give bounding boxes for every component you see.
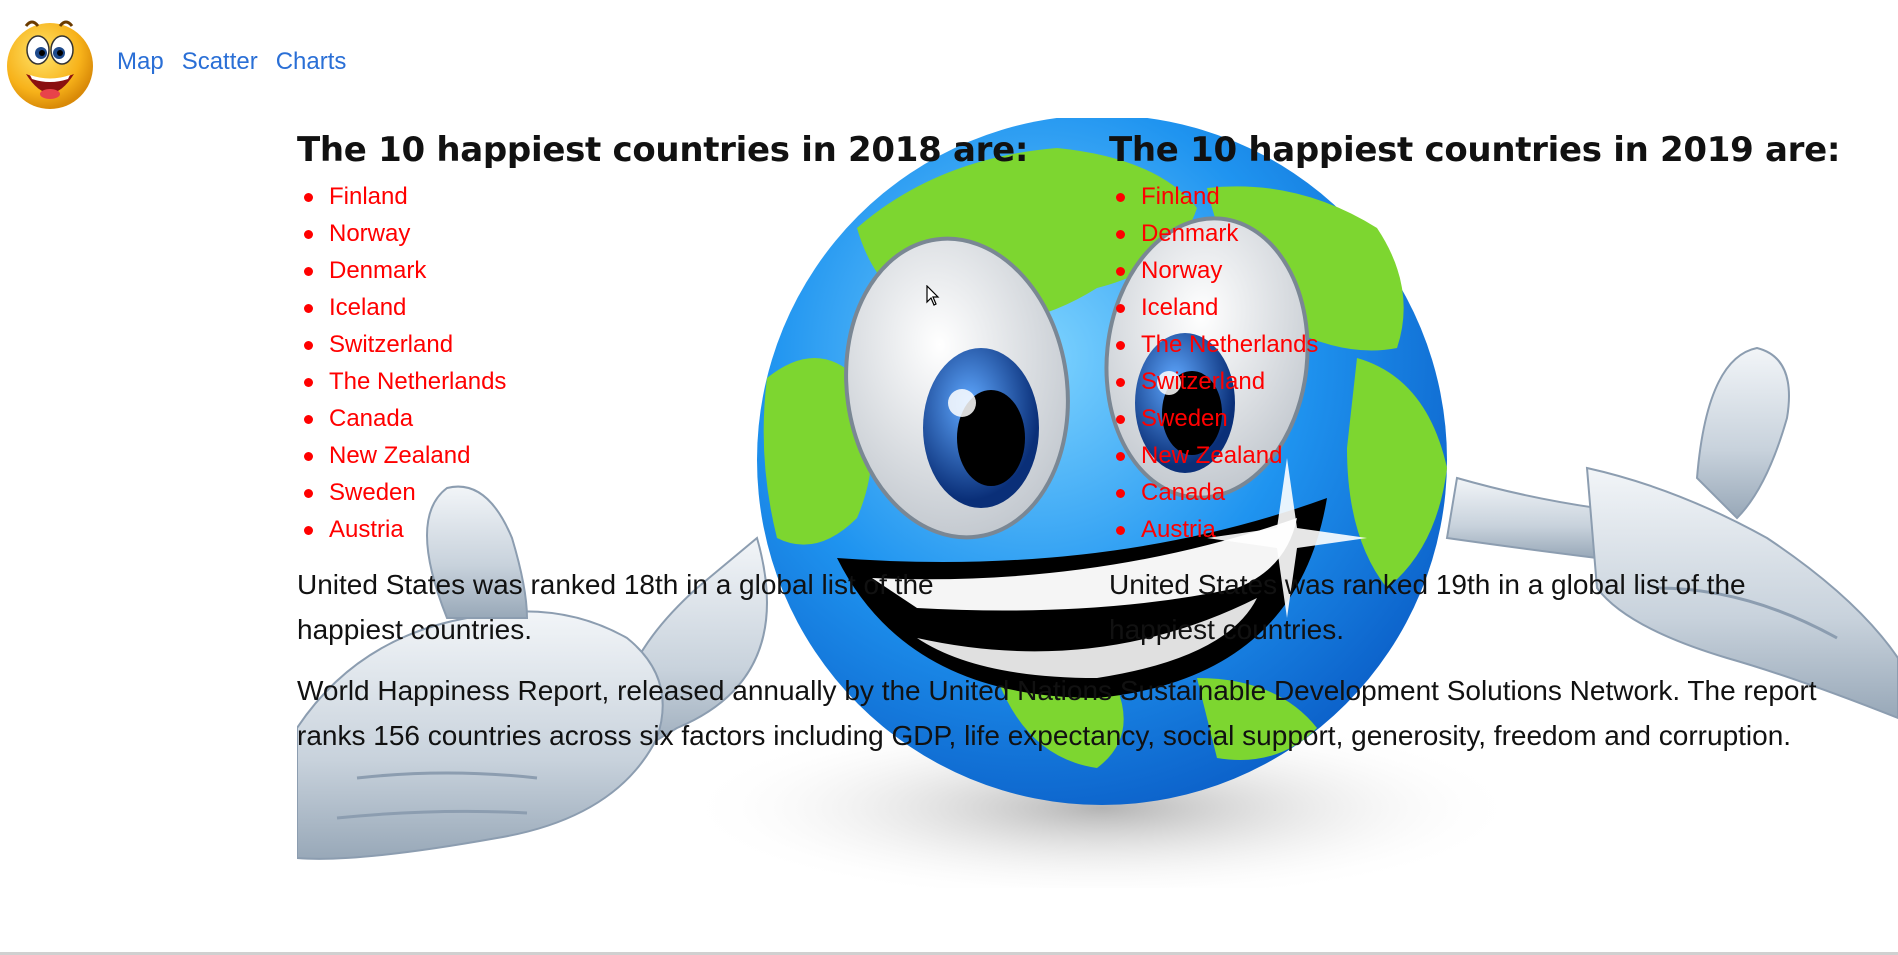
list-item: Austria xyxy=(1116,511,1898,548)
us-rank-2019: United States was ranked 19th in a globa… xyxy=(1109,569,1746,645)
list-item: Denmark xyxy=(304,252,1087,289)
list-item: Norway xyxy=(304,215,1087,252)
right-glove-illustration xyxy=(1445,346,1898,720)
section-2018: The 10 happiest countries in 2018 are: F… xyxy=(297,130,1087,652)
left-glove-illustration xyxy=(297,485,768,860)
mouse-cursor-icon xyxy=(926,285,940,306)
list-item: Iceland xyxy=(1116,289,1898,326)
page-bottom-divider xyxy=(0,952,1898,955)
list-item: Denmark xyxy=(1116,215,1898,252)
us-rank-2018: United States was ranked 18th in a globa… xyxy=(297,569,934,645)
list-item: Canada xyxy=(1116,474,1898,511)
country-list-2019: Finland Denmark Norway Iceland The Nethe… xyxy=(1109,178,1898,548)
list-item: The Netherlands xyxy=(1116,326,1898,363)
country-list-2018: Finland Norway Denmark Iceland Switzerla… xyxy=(297,178,1087,548)
list-item: Norway xyxy=(1116,252,1898,289)
globe-illustration xyxy=(757,118,1447,805)
list-item: The Netherlands xyxy=(304,363,1087,400)
list-item: Switzerland xyxy=(1116,363,1898,400)
list-item: Sweden xyxy=(1116,400,1898,437)
report-description: World Happiness Report, released annuall… xyxy=(297,675,1817,751)
list-item: Iceland xyxy=(304,289,1087,326)
list-item: Finland xyxy=(1116,178,1898,215)
smiley-logo-icon[interactable] xyxy=(4,12,96,112)
nav-link-scatter[interactable]: Scatter xyxy=(181,48,258,75)
heading-2018: The 10 happiest countries in 2018 are: xyxy=(297,130,1029,170)
nav-link-charts[interactable]: Charts xyxy=(275,48,347,75)
list-item: Canada xyxy=(304,400,1087,437)
list-item: Austria xyxy=(304,511,1087,548)
list-item: Finland xyxy=(304,178,1087,215)
list-item: Switzerland xyxy=(304,326,1087,363)
list-item: New Zealand xyxy=(304,437,1087,474)
nav-link-map[interactable]: Map xyxy=(117,48,164,75)
list-item: New Zealand xyxy=(1116,437,1898,474)
heading-2019: The 10 happiest countries in 2019 are: xyxy=(1109,130,1841,170)
section-2019: The 10 happiest countries in 2019 are: F… xyxy=(1109,130,1898,652)
nav-links: Map Scatter Charts xyxy=(117,48,346,76)
list-item: Sweden xyxy=(304,474,1087,511)
navbar: Map Scatter Charts xyxy=(0,0,1898,125)
smiling-globe-illustration xyxy=(297,118,1898,888)
